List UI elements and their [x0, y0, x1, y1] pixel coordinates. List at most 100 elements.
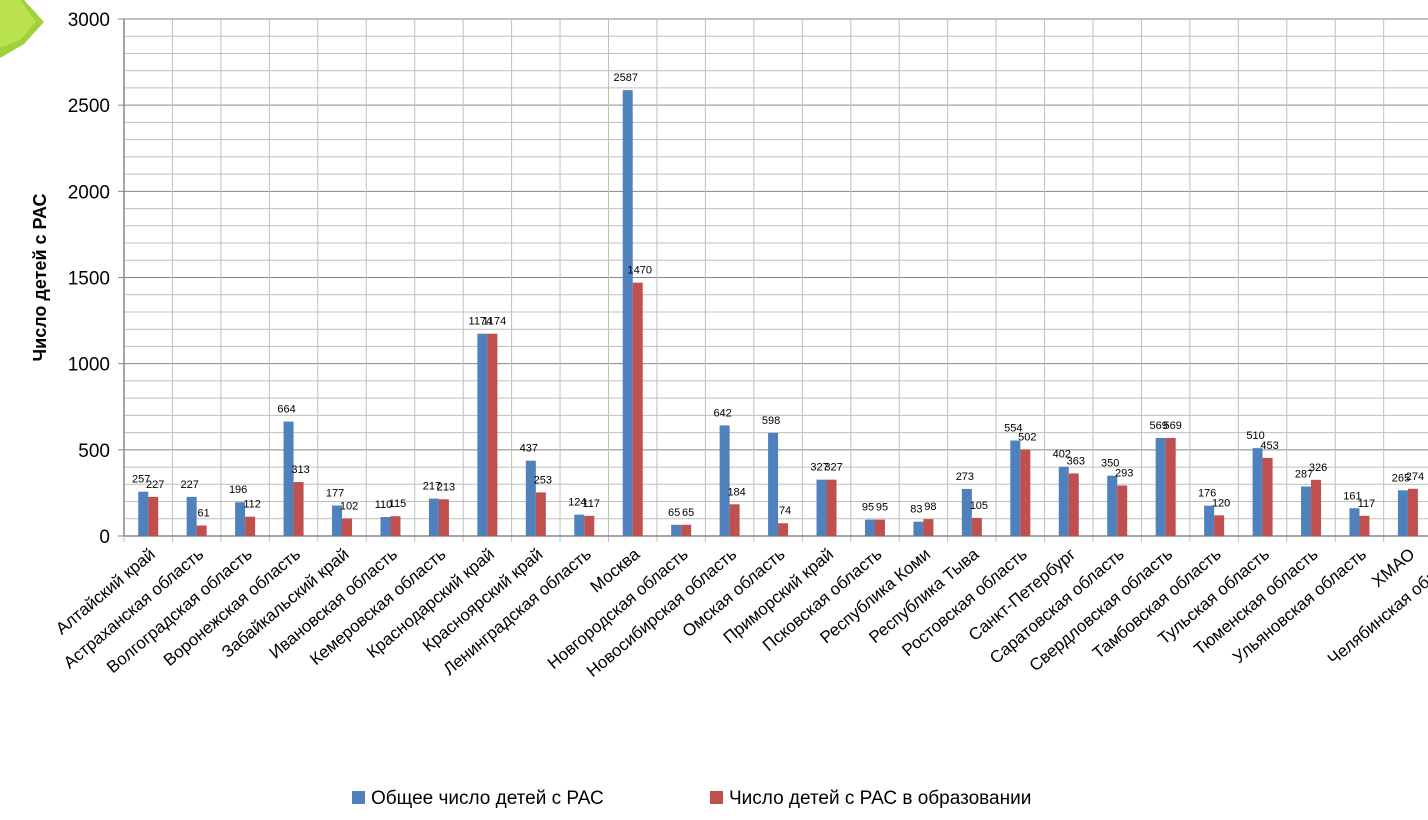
data-label-series-1: 83 — [910, 504, 922, 516]
data-label-series-2: 105 — [970, 500, 988, 512]
data-label-series-1: 124 — [568, 497, 586, 509]
bar-series-2 — [1117, 485, 1128, 536]
data-label-series-1: 65 — [668, 507, 680, 519]
bar-series-2 — [1262, 457, 1273, 536]
bar-series-1 — [1010, 440, 1021, 536]
data-label-series-1: 327 — [810, 462, 828, 474]
data-label-series-1: 287 — [1295, 469, 1313, 481]
data-label-series-1: 273 — [956, 471, 974, 483]
y-tick-label: 1500 — [68, 269, 110, 290]
data-label-series-1: 402 — [1053, 449, 1071, 461]
data-label-series-2: 253 — [534, 474, 552, 486]
bar-series-2 — [1407, 488, 1418, 536]
data-label-series-2: 115 — [389, 498, 407, 510]
bar-series-1 — [380, 517, 391, 536]
data-label-series-2: 1174 — [483, 316, 507, 328]
bar-series-1 — [719, 425, 730, 536]
bar-series-2 — [196, 525, 207, 536]
legend-swatch-1 — [352, 791, 365, 804]
bar-series-2 — [1068, 473, 1079, 536]
data-label-series-1: 265 — [1392, 472, 1410, 484]
legend-swatch-2 — [710, 791, 723, 804]
bar-series-2 — [778, 523, 789, 536]
data-label-series-2: 293 — [1115, 468, 1133, 480]
data-label-series-1: 642 — [713, 407, 731, 419]
bar-series-2 — [632, 282, 643, 536]
bar-series-2 — [729, 504, 740, 536]
bar-series-1 — [332, 505, 343, 536]
data-label-series-2: 569 — [1163, 420, 1181, 432]
data-label-series-1: 598 — [762, 415, 780, 427]
bar-series-2 — [390, 516, 401, 536]
bar-series-2 — [1020, 449, 1031, 536]
bar-series-1 — [1155, 437, 1166, 536]
bar-series-1 — [1397, 490, 1408, 536]
bar-series-1 — [1252, 448, 1263, 536]
data-label-series-2: 112 — [243, 499, 261, 511]
bar-series-2 — [584, 515, 595, 536]
bar-series-2 — [487, 333, 498, 536]
data-label-series-2: 74 — [779, 505, 791, 517]
data-label-series-2: 117 — [1358, 498, 1376, 510]
bar-series-2 — [342, 518, 353, 536]
bar-series-2 — [874, 519, 885, 536]
data-label-series-1: 227 — [180, 479, 198, 491]
data-label-series-2: 502 — [1018, 431, 1036, 443]
data-label-series-1: 217 — [423, 481, 441, 493]
data-label-series-1: 110 — [375, 499, 393, 511]
bar-series-1 — [428, 498, 439, 536]
corner-decoration-highlight-icon — [0, 0, 36, 48]
bar-series-2 — [1359, 515, 1370, 536]
data-label-series-2: 98 — [924, 501, 936, 513]
bar-series-1 — [913, 521, 924, 536]
bar-series-2 — [1214, 515, 1225, 536]
bar-series-1 — [1058, 466, 1069, 536]
data-label-series-1: 161 — [1343, 490, 1361, 502]
bar-series-2 — [923, 519, 934, 536]
data-label-series-2: 227 — [146, 479, 164, 491]
bar-series-1 — [235, 502, 246, 536]
bar-series-1 — [864, 519, 875, 536]
bar-series-2 — [245, 516, 256, 536]
bar-series-2 — [535, 492, 546, 536]
data-label-series-1: 95 — [862, 502, 874, 514]
data-label-series-2: 453 — [1260, 440, 1278, 452]
legend-label-2: Число детей с РАС в образовании — [729, 788, 1031, 809]
y-tick-label: 0 — [99, 527, 110, 548]
data-label-series-1: 554 — [1004, 423, 1022, 435]
data-label-series-1: 1174 — [469, 316, 493, 328]
bar-series-1 — [1349, 508, 1360, 536]
data-label-series-1: 177 — [326, 487, 344, 499]
data-label-series-1: 510 — [1246, 430, 1264, 442]
data-label-series-2: 117 — [583, 498, 601, 510]
bar-series-2 — [438, 499, 449, 536]
bar-series-2 — [681, 524, 692, 536]
bar-series-1 — [525, 460, 536, 536]
data-label-series-2: 102 — [340, 500, 358, 512]
bar-series-1 — [671, 524, 682, 536]
bar-series-1 — [1301, 486, 1312, 536]
bar-series-1 — [768, 432, 779, 536]
data-label-series-2: 1470 — [627, 265, 651, 277]
data-label-series-1: 196 — [229, 484, 247, 496]
y-tick-label: 1000 — [68, 355, 110, 376]
y-axis-title: Число детей с РАС — [30, 194, 50, 362]
bar-series-2 — [826, 479, 837, 536]
data-label-series-1: 664 — [277, 404, 295, 416]
bar-series-1 — [961, 488, 972, 536]
data-label-series-1: 350 — [1101, 458, 1119, 470]
bar-series-1 — [138, 491, 149, 536]
bar-series-1 — [283, 421, 294, 536]
data-label-series-1: 569 — [1149, 420, 1167, 432]
data-label-series-1: 257 — [132, 474, 150, 486]
bar-series-2 — [1311, 479, 1322, 536]
data-label-series-2: 120 — [1212, 497, 1230, 509]
data-label-series-1: 176 — [1198, 488, 1216, 500]
data-label-series-2: 61 — [198, 507, 210, 519]
data-label-series-1: 2587 — [613, 72, 637, 84]
bar-series-2 — [1165, 437, 1176, 536]
y-tick-label: 500 — [78, 441, 110, 462]
data-label-series-2: 327 — [824, 462, 842, 474]
bar-series-1 — [816, 479, 827, 536]
